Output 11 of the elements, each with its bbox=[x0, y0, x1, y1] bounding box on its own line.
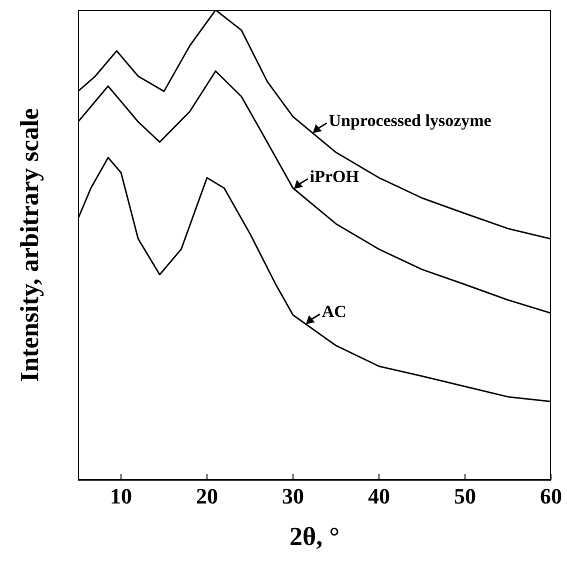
legend-label: Unprocessed lysozyme bbox=[328, 111, 492, 130]
x-axis-title: 2θ, ° bbox=[288, 522, 340, 552]
x-tick-label: 30 bbox=[282, 484, 304, 509]
x-tick-label: 40 bbox=[368, 484, 390, 509]
x-tick-label: 10 bbox=[110, 484, 132, 509]
x-tick-label: 60 bbox=[540, 484, 562, 509]
y-axis-title: Intensity, arbitrary scale bbox=[15, 108, 45, 382]
x-tick-label: 20 bbox=[196, 484, 218, 509]
legend-label: iPrOH bbox=[310, 166, 359, 186]
legend-label: AC bbox=[322, 302, 346, 322]
x-tick-label: 50 bbox=[454, 484, 476, 509]
